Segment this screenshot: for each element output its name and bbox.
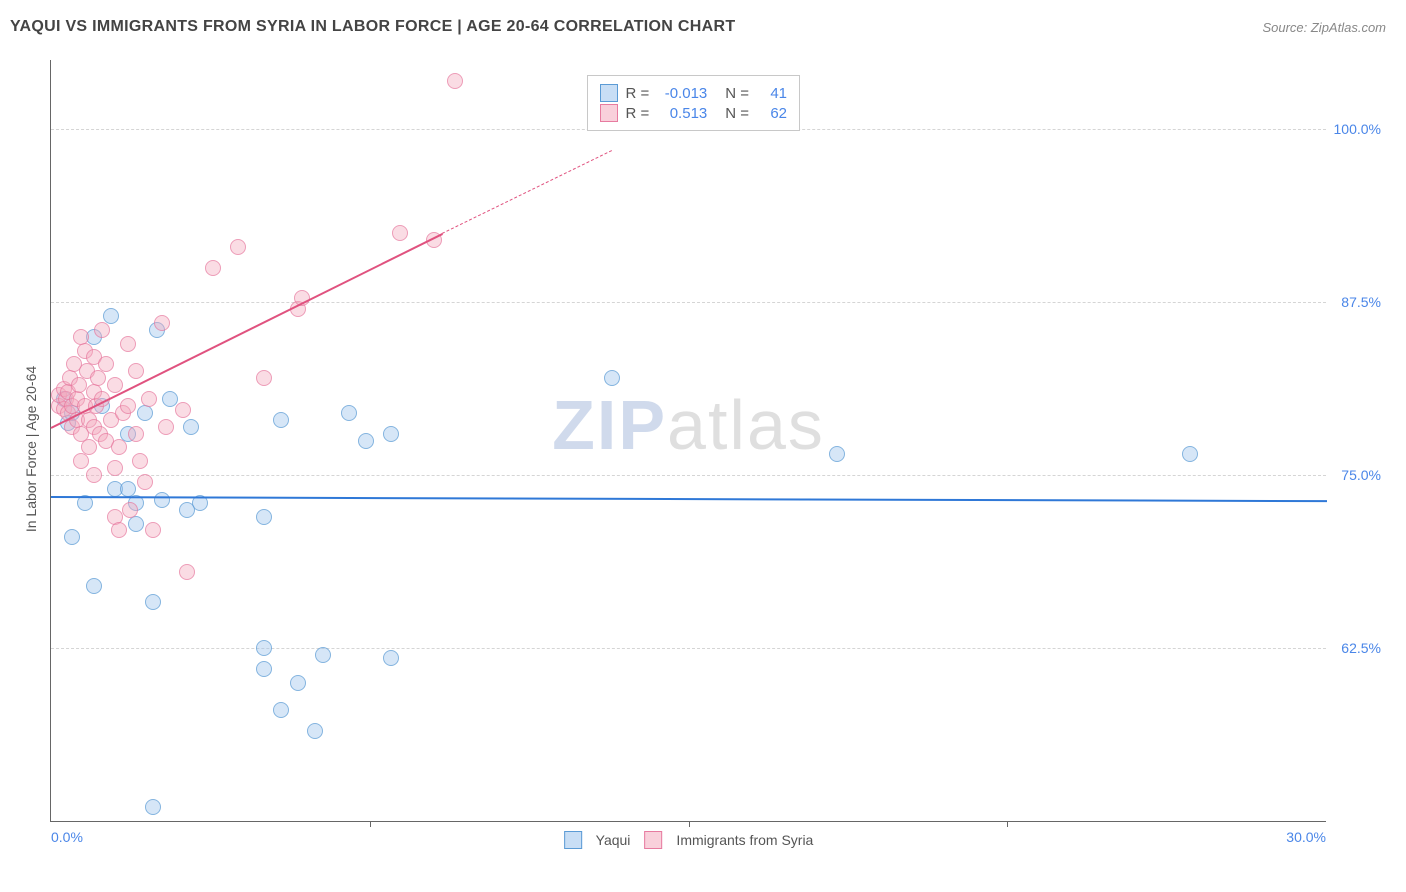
watermark-zip: ZIP [552, 386, 667, 464]
scatter-point-yaqui [273, 702, 289, 718]
x-tick-label: 0.0% [51, 829, 83, 845]
legend-swatch-icon [644, 831, 662, 849]
legend-swatch-icon [600, 104, 618, 122]
scatter-point-syria [86, 467, 102, 483]
scatter-point-yaqui [183, 419, 199, 435]
scatter-point-syria [154, 315, 170, 331]
stat-r-value: -0.013 [657, 85, 707, 102]
legend-label: Immigrants from Syria [676, 832, 813, 848]
scatter-point-yaqui [256, 509, 272, 525]
scatter-point-yaqui [358, 433, 374, 449]
chart-container: ZIPatlas In Labor Force | Age 20-64 62.5… [10, 50, 1386, 852]
scatter-point-syria [179, 564, 195, 580]
scatter-point-yaqui [315, 647, 331, 663]
scatter-point-syria [447, 73, 463, 89]
legend-label: Yaqui [596, 832, 631, 848]
scatter-point-syria [256, 370, 272, 386]
scatter-point-syria [107, 460, 123, 476]
stats-row: R = -0.013 N = 41 [600, 84, 788, 102]
trend-line [442, 150, 613, 234]
x-tick-mark [689, 821, 690, 827]
scatter-point-yaqui [1182, 446, 1198, 462]
y-tick-label: 75.0% [1341, 467, 1381, 483]
stat-n-key: N = [725, 85, 749, 102]
source-label: Source: ZipAtlas.com [1262, 20, 1386, 35]
scatter-point-yaqui [829, 446, 845, 462]
scatter-point-syria [81, 439, 97, 455]
scatter-point-syria [71, 377, 87, 393]
scatter-point-syria [73, 453, 89, 469]
stat-r-key: R = [626, 105, 650, 122]
stat-n-value: 41 [757, 85, 787, 102]
scatter-point-yaqui [154, 492, 170, 508]
scatter-point-yaqui [307, 723, 323, 739]
y-tick-label: 62.5% [1341, 640, 1381, 656]
scatter-point-syria [137, 474, 153, 490]
y-tick-label: 87.5% [1341, 294, 1381, 310]
chart-title: YAQUI VS IMMIGRANTS FROM SYRIA IN LABOR … [10, 18, 735, 36]
scatter-point-yaqui [604, 370, 620, 386]
scatter-point-yaqui [256, 661, 272, 677]
plot-area: ZIPatlas In Labor Force | Age 20-64 62.5… [50, 60, 1326, 822]
scatter-point-yaqui [64, 529, 80, 545]
scatter-point-syria [141, 391, 157, 407]
legend: Yaqui Immigrants from Syria [564, 831, 814, 849]
gridline-h [51, 648, 1326, 649]
x-tick-mark [1007, 821, 1008, 827]
scatter-point-syria [145, 522, 161, 538]
stat-n-value: 62 [757, 105, 787, 122]
scatter-point-syria [111, 439, 127, 455]
scatter-point-syria [132, 453, 148, 469]
scatter-point-yaqui [86, 578, 102, 594]
scatter-point-syria [120, 398, 136, 414]
watermark-atlas: atlas [667, 386, 825, 464]
scatter-point-syria [111, 522, 127, 538]
stats-box: R = -0.013 N = 41 R = 0.513 N = 62 [587, 75, 801, 131]
y-axis-title: In Labor Force | Age 20-64 [23, 365, 39, 531]
scatter-point-syria [107, 377, 123, 393]
trend-line [51, 496, 1327, 502]
scatter-point-yaqui [383, 650, 399, 666]
x-tick-mark [370, 821, 371, 827]
gridline-h [51, 302, 1326, 303]
scatter-point-syria [122, 502, 138, 518]
scatter-point-yaqui [145, 799, 161, 815]
gridline-h [51, 475, 1326, 476]
scatter-point-syria [392, 225, 408, 241]
scatter-point-syria [158, 419, 174, 435]
scatter-point-syria [120, 336, 136, 352]
scatter-point-yaqui [137, 405, 153, 421]
scatter-point-yaqui [273, 412, 289, 428]
scatter-point-syria [98, 356, 114, 372]
scatter-point-yaqui [145, 594, 161, 610]
scatter-point-yaqui [256, 640, 272, 656]
x-tick-label: 30.0% [1286, 829, 1326, 845]
stats-row: R = 0.513 N = 62 [600, 104, 788, 122]
scatter-point-yaqui [290, 675, 306, 691]
scatter-point-syria [230, 239, 246, 255]
legend-swatch-icon [600, 84, 618, 102]
scatter-point-yaqui [128, 516, 144, 532]
scatter-point-yaqui [179, 502, 195, 518]
scatter-point-yaqui [383, 426, 399, 442]
scatter-point-yaqui [341, 405, 357, 421]
scatter-point-syria [128, 426, 144, 442]
scatter-point-syria [90, 370, 106, 386]
stat-n-key: N = [725, 105, 749, 122]
y-tick-label: 100.0% [1334, 121, 1381, 137]
legend-swatch-icon [564, 831, 582, 849]
scatter-point-syria [175, 402, 191, 418]
scatter-point-syria [128, 363, 144, 379]
scatter-point-syria [205, 260, 221, 276]
watermark: ZIPatlas [552, 385, 825, 465]
scatter-point-syria [94, 322, 110, 338]
stat-r-key: R = [626, 85, 650, 102]
stat-r-value: 0.513 [657, 105, 707, 122]
